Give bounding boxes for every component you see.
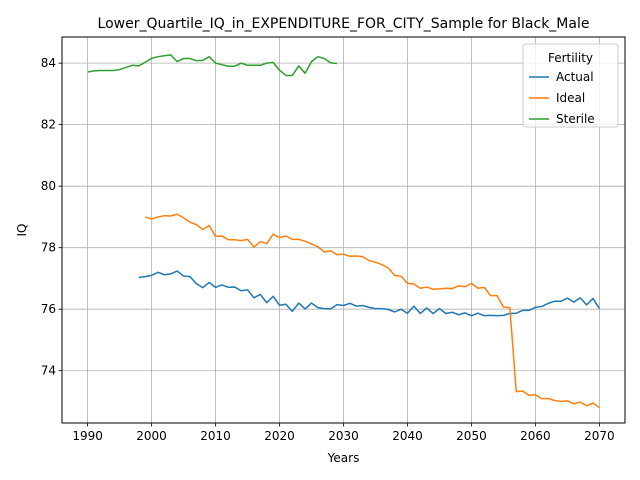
y-tick-label: 74 (41, 364, 56, 378)
x-axis-label: Years (327, 451, 360, 465)
y-tick-label: 78 (41, 241, 56, 255)
series-line-actual (138, 270, 601, 317)
legend-title: Fertility (548, 51, 593, 65)
x-tick-label: 2040 (392, 429, 423, 443)
x-tick-label: 2050 (456, 429, 487, 443)
series-line-ideal (144, 213, 600, 409)
axis-ticks: 1990 2000 2010 2020 2030 2040 2050 2060 2070 74 76… (41, 56, 615, 443)
legend-items: Actual Ideal Sterile (529, 70, 595, 126)
x-tick-label: 2000 (136, 429, 167, 443)
y-tick-label: 82 (41, 118, 56, 132)
legend-label-sterile: Sterile (556, 112, 595, 126)
y-tick-label: 76 (41, 302, 56, 316)
x-tick-label: 2020 (264, 429, 295, 443)
series-layer (87, 54, 601, 409)
y-tick-label: 80 (41, 179, 56, 193)
legend: Fertility Actual Ideal Sterile (522, 43, 619, 128)
legend-box (522, 43, 619, 128)
x-tick-label: 2010 (200, 429, 231, 443)
y-tick-label: 84 (41, 56, 56, 70)
x-tick-label: 1990 (72, 429, 103, 443)
legend-label-ideal: Ideal (556, 91, 585, 105)
y-axis-label: IQ (15, 224, 29, 237)
chart-title: Lower_Quartile_IQ_in_EXPENDITURE_FOR_CIT… (98, 16, 590, 32)
x-tick-label: 2070 (584, 429, 615, 443)
legend-label-actual: Actual (556, 70, 594, 84)
series-line-sterile (87, 54, 338, 77)
x-tick-label: 2030 (328, 429, 359, 443)
x-tick-label: 2060 (520, 429, 551, 443)
